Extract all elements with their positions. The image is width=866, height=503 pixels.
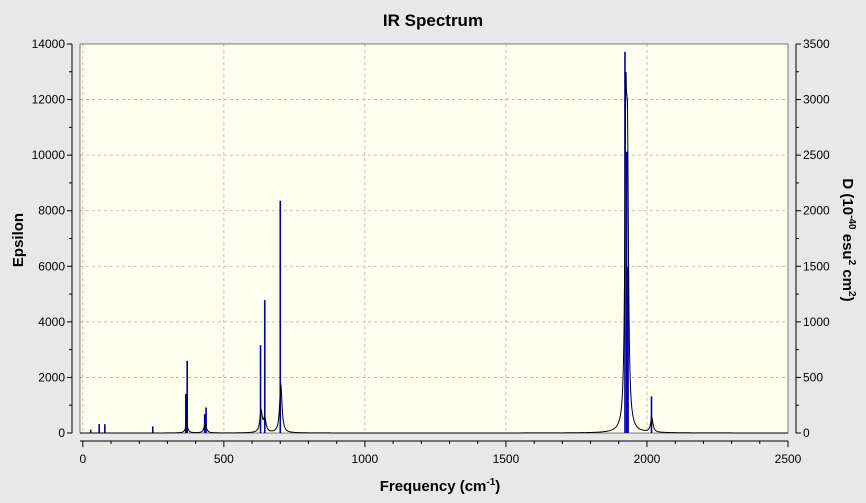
y-right-tick-label: 2500 [803,148,830,162]
grid-lines [80,44,788,433]
y-right-tick-label: 0 [803,426,810,440]
y-right-tick-label: 1000 [803,315,830,329]
x-tick-label: 1500 [493,452,520,466]
y-left-tick-label: 0 [58,426,65,440]
x-tick-label: 2500 [775,452,802,466]
y-left-tick-label: 10000 [32,148,66,162]
y-right-tick-label: 1500 [803,259,830,273]
y-left-tick-label: 6000 [38,259,65,273]
plot-frame [79,43,789,434]
y-right-tick-label: 3000 [803,93,830,107]
y-axis-left-title: Epsilon [10,213,27,267]
x-tick-label: 500 [214,452,234,466]
y-right-tick-label: 2000 [803,204,830,218]
y-right-tick-label: 500 [803,370,823,384]
plot-area [80,44,788,433]
chart-title: IR Spectrum [383,11,483,30]
y-axis-right-title: D (10-40 esu2 cm2) [839,178,857,301]
y-left-tick-label: 2000 [38,370,65,384]
x-tick-label: 1000 [352,452,379,466]
axes [67,43,801,447]
x-tick-label: 2000 [634,452,661,466]
y-left-tick-label: 8000 [38,204,65,218]
y-left-tick-label: 4000 [38,315,65,329]
x-axis-title: Frequency (cm-1) [380,477,501,495]
y-left-tick-label: 14000 [32,37,66,51]
tick-labels: 0 500 1000 1500 2000 250002000400060008000100… [32,37,830,466]
y-left-tick-label: 12000 [32,93,66,107]
x-tick-label: 0 [79,452,86,466]
y-right-tick-label: 3500 [803,37,830,51]
